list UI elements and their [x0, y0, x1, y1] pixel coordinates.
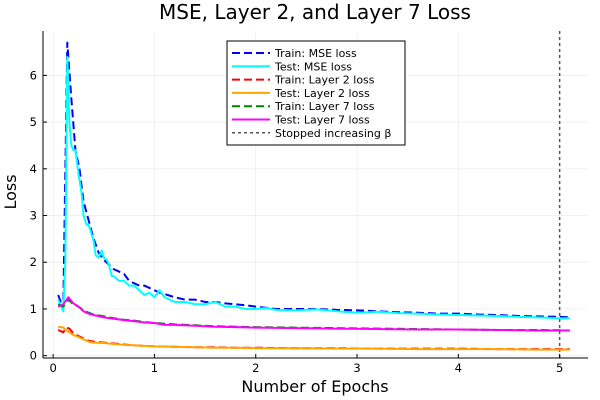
x-tick-label: 0	[49, 361, 56, 375]
y-tick-label: 5	[30, 115, 37, 129]
x-tick-label: 1	[151, 361, 158, 375]
x-tick-label: 4	[455, 361, 462, 375]
y-tick-label: 3	[30, 209, 37, 223]
legend-label-train-layer-7-loss: Train: Layer 7 loss	[274, 100, 375, 113]
series-line-test-mse-loss	[57, 55, 570, 320]
y-axis-label: Loss	[1, 174, 20, 209]
y-tick-label: 2	[30, 255, 37, 269]
axes: 0 1 2 3 4 5 0 1 2 3 4 5 6	[30, 31, 588, 375]
legend-label-train-layer-2-loss: Train: Layer 2 loss	[274, 74, 375, 87]
x-tick-label: 3	[353, 361, 360, 375]
x-axis-label: Number of Epochs	[241, 377, 388, 396]
series-layer	[57, 31, 570, 358]
legend-label-test-layer-2-loss: Test: Layer 2 loss	[274, 87, 370, 100]
series-line-test-layer-2-loss	[58, 325, 570, 351]
legend-label-test-mse-loss: Test: MSE loss	[274, 60, 352, 73]
x-tick-label: 2	[252, 361, 259, 375]
x-tick-label: 5	[556, 361, 563, 375]
chart-title: MSE, Layer 2, and Layer 7 Loss	[159, 0, 471, 24]
y-tick-label: 1	[30, 302, 37, 316]
y-tick-label: 0	[30, 349, 37, 363]
series-line-test-layer-7-loss	[57, 296, 570, 332]
y-tick-label: 6	[30, 68, 37, 82]
y-tick-label: 4	[30, 162, 37, 176]
legend-label-stopped-increasing: Stopped increasing β	[275, 127, 391, 140]
legend-label-test-layer-7-loss: Test: Layer 7 loss	[274, 114, 370, 127]
legend-label-train-mse-loss: Train: MSE loss	[274, 47, 357, 60]
